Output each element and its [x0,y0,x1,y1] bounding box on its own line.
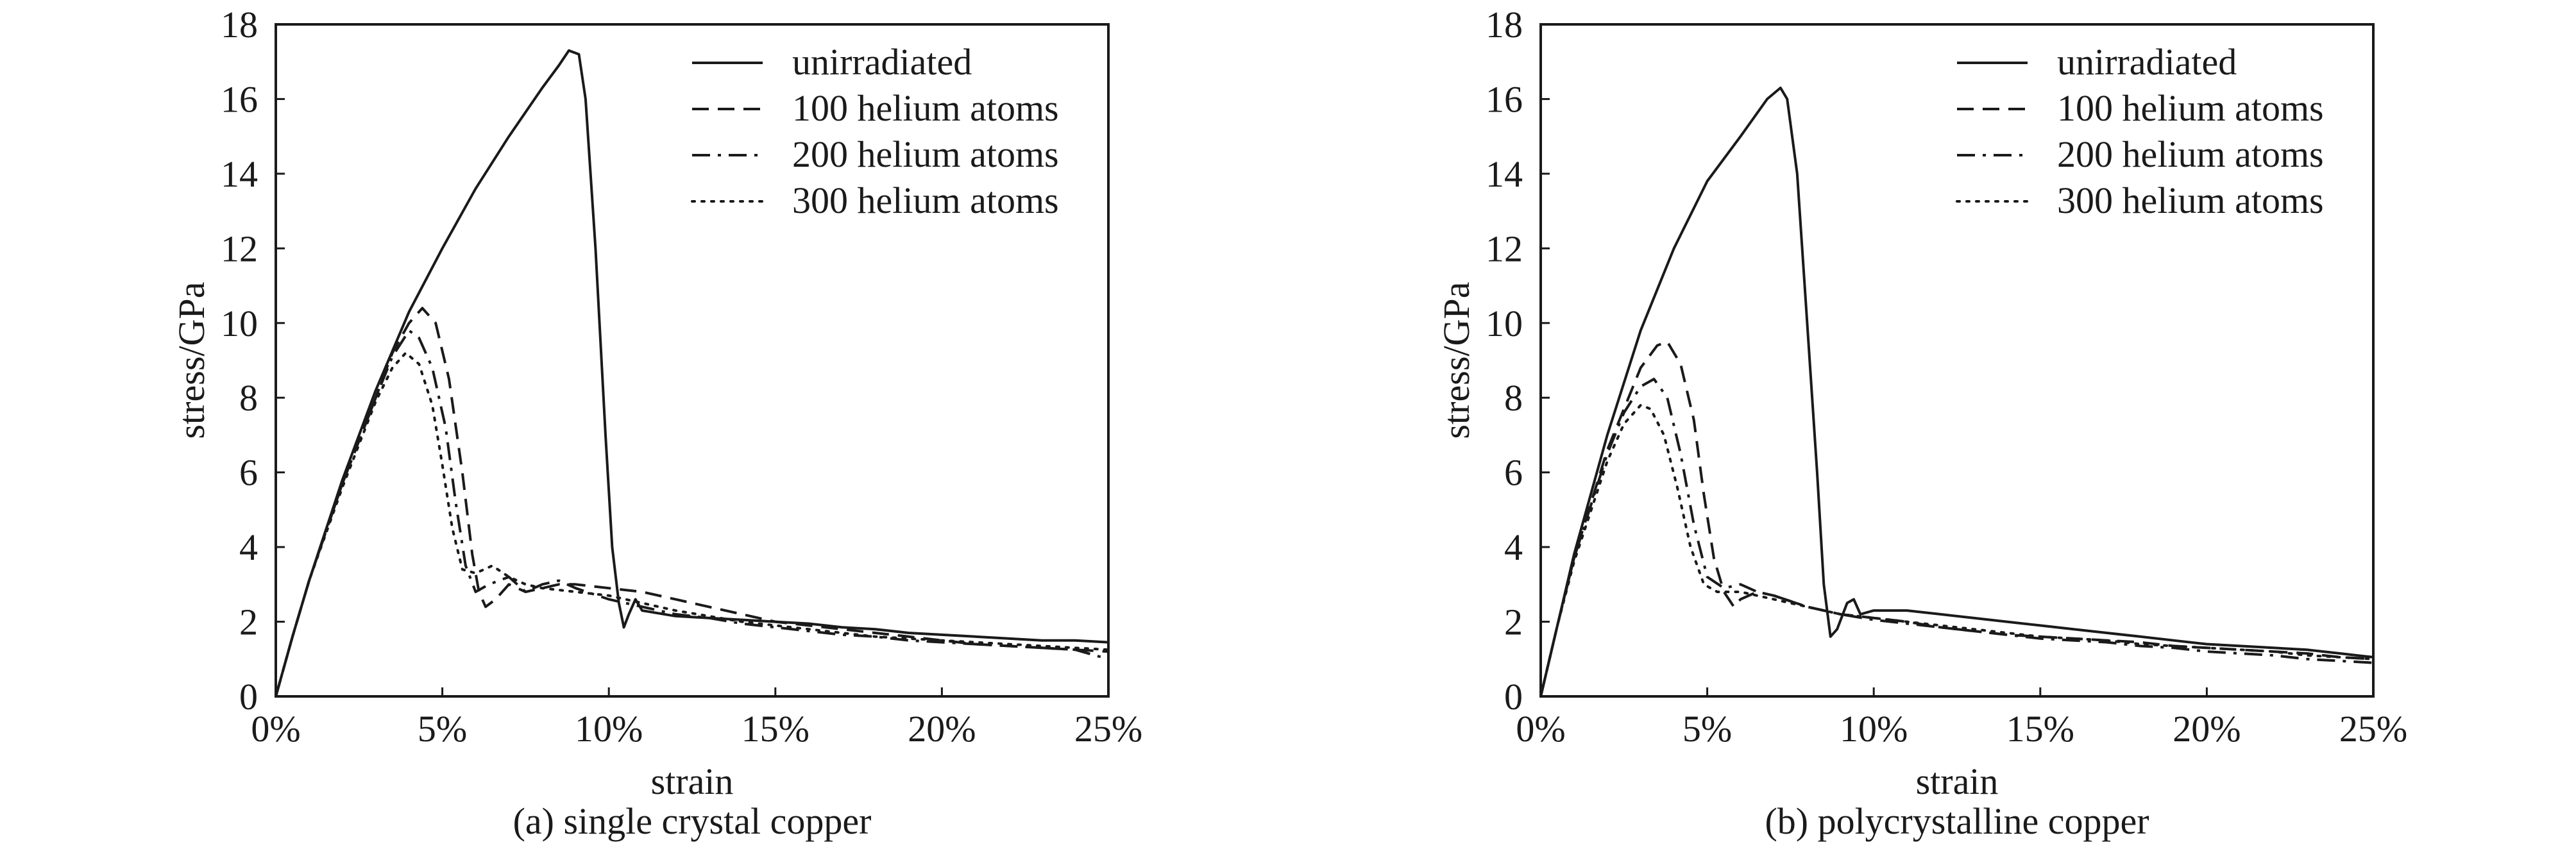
y-tick-label: 14 [1486,153,1523,195]
x-tick-label: 10% [575,708,643,750]
x-tick-label: 20% [2173,708,2241,750]
x-axis-title-a: strain [651,761,734,802]
series-line-300-helium-atoms [275,351,1110,698]
legend-label: 100 helium atoms [792,87,1059,129]
chart-panel-a: 0% 5% 10% 15% 20% 25% 0 2 4 6 8 10 12 14 16 18 unirradia… [171,4,1142,842]
legend-label: 300 helium atoms [2057,180,2324,221]
plot-area-b: 0% 5% 10% 15% 20% 25% 0 2 4 6 8 10 12 14 16 18 unirradia… [1486,4,2407,750]
chart-panel-b: 0% 5% 10% 15% 20% 25% 0 2 4 6 8 10 12 14 16 18 unirradia… [1436,4,2407,842]
y-tick-label: 12 [1486,228,1523,269]
y-tick-label: 10 [221,303,258,344]
y-tick-label: 8 [1504,377,1523,419]
legend-label: 200 helium atoms [792,133,1059,175]
y-tick-label: 2 [1504,601,1523,643]
y-axis-title-a: stress/GPa [171,282,212,439]
y-tick-label: 6 [1504,452,1523,494]
series-line-100-helium-atoms [1539,340,2374,697]
series-line-100-helium-atoms [275,307,1109,697]
series-line-unirradiated [1539,87,2374,697]
series-line-unirradiated [275,49,1109,697]
series-line-300-helium-atoms [1539,403,2375,698]
x-tick-label: 5% [1682,708,1732,750]
y-tick-label: 4 [1504,526,1523,568]
x-tick-label: 10% [1840,708,1908,750]
y-tick-label: 16 [1486,78,1523,120]
y-tick-label: 14 [221,153,258,195]
y-tick-label: 18 [221,4,258,46]
x-tick-label: 5% [418,708,467,750]
x-tick-label: 0% [1516,708,1565,750]
series-line-200-helium-atoms [1539,378,2374,697]
y-tick-label: 6 [239,452,258,494]
legend-label: 200 helium atoms [2057,133,2324,175]
legend-label: unirradiated [792,41,972,83]
y-tick-label: 10 [1486,303,1523,344]
y-tick-label: 4 [239,526,258,568]
plot-frame-b [1539,23,2375,698]
x-tick-label: 20% [908,708,976,750]
y-tick-label: 8 [239,377,258,419]
x-tick-label: 25% [2339,708,2407,750]
y-tick-label: 0 [1504,676,1523,718]
x-tick-label: 25% [1074,708,1142,750]
plot-frame-a [275,23,1110,698]
legend-label: unirradiated [2057,41,2237,83]
plot-area-a: 0% 5% 10% 15% 20% 25% 0 2 4 6 8 10 12 14 16 18 unirradia… [221,4,1142,750]
y-tick-label: 16 [221,78,258,120]
caption-a: (a) single crystal copper [513,800,872,842]
x-tick-label: 0% [251,708,300,750]
series-line-200-helium-atoms [275,329,1109,697]
y-tick-label: 18 [1486,4,1523,46]
x-tick-label: 15% [2006,708,2074,750]
x-tick-label: 15% [741,708,809,750]
y-axis-title-b: stress/GPa [1436,282,1477,439]
x-axis-title-b: strain [1916,761,1999,802]
legend-label: 100 helium atoms [2057,87,2324,129]
y-tick-label: 12 [221,228,258,269]
y-tick-label: 0 [239,676,258,718]
caption-b: (b) polycrystalline copper [1765,800,2149,842]
y-tick-label: 2 [239,601,258,643]
legend-label: 300 helium atoms [792,180,1059,221]
